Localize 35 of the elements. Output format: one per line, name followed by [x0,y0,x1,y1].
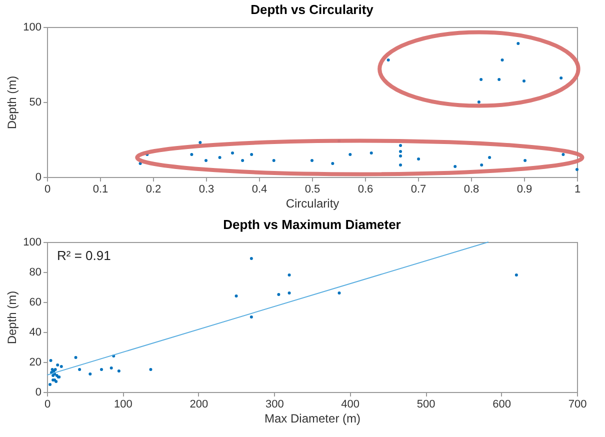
x-axis-title: Circularity [286,196,340,210]
x-tick-label: 0.4 [252,184,268,196]
x-tick-label: 0.8 [464,184,480,196]
x-tick-label: 0.1 [92,184,108,196]
x-tick-label: 200 [190,398,208,410]
y-axis-title: Depth (m) [5,76,20,130]
y-tick-label: 100 [23,236,42,248]
chart-title: Depth vs Circularity [250,2,374,17]
x-tick-label: 600 [492,398,511,410]
x-tick-label: 500 [416,398,436,410]
x-tick-label: 100 [114,398,132,410]
chart-title: Depth vs Maximum Diameter [223,217,401,232]
y-tick-label: 0 [35,386,42,398]
x-tick-label: 0.2 [146,184,162,196]
x-tick-label: 1 [574,184,581,196]
x-tick-label: 0 [44,398,51,410]
x-tick-label: 0.7 [410,184,426,196]
x-tick-label: 0.5 [304,184,320,196]
y-tick-label: 60 [29,296,42,308]
y-tick-label: 50 [29,96,42,108]
x-tick-label: 700 [568,398,587,410]
y-tick-label: 0 [35,172,42,184]
y-tick-label: 80 [29,266,42,278]
x-tick-label: 0.3 [198,184,214,196]
annotation: R² = 0.91 [57,248,111,263]
x-tick-label: 0.6 [358,184,374,196]
x-tick-label: 300 [265,398,284,410]
x-tick-label: 400 [341,398,360,410]
x-axis-title: Max Diameter (m) [264,412,361,426]
y-tick-label: 20 [29,356,42,368]
y-tick-label: 40 [29,326,42,338]
x-tick-label: 0 [44,184,51,196]
y-axis-title: Depth (m) [5,290,20,344]
x-tick-label: 0.9 [516,184,532,196]
y-tick-label: 100 [23,22,42,34]
